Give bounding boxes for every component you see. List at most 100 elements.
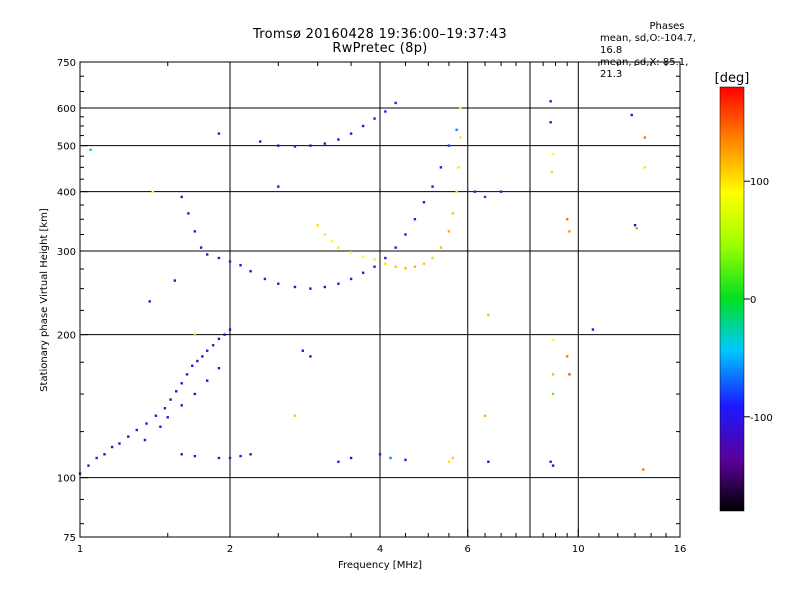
data-point: [191, 364, 194, 367]
data-point: [373, 117, 376, 120]
chart-subtitle: RwPretec (8p): [332, 41, 428, 56]
data-point: [316, 224, 319, 227]
data-point: [431, 256, 434, 260]
data-point: [154, 414, 158, 417]
y-tick-label: 200: [57, 331, 76, 342]
data-point: [499, 190, 503, 193]
data-point: [330, 239, 333, 243]
data-point: [447, 460, 451, 463]
data-point: [447, 144, 451, 147]
data-point: [217, 132, 221, 135]
data-point: [118, 442, 121, 445]
data-point: [103, 453, 106, 456]
data-point: [439, 166, 443, 169]
data-point: [565, 355, 569, 358]
data-point: [199, 246, 203, 249]
data-point: [169, 398, 172, 401]
data-point: [349, 277, 353, 281]
data-point: [404, 233, 407, 236]
data-point: [551, 338, 555, 342]
data-point: [337, 246, 340, 249]
phase-stats-title: Phases: [649, 21, 685, 32]
data-point: [180, 195, 183, 199]
data-point: [175, 390, 178, 393]
y-tick-label: 75: [63, 533, 76, 544]
data-point: [187, 212, 190, 215]
data-point: [451, 212, 455, 215]
y-tick-label: 500: [57, 142, 76, 153]
colorbar-tick-label: 0: [750, 295, 756, 306]
data-point: [643, 136, 647, 139]
data-point: [394, 101, 397, 105]
data-point: [205, 253, 209, 256]
data-point: [217, 337, 221, 341]
y-axis-label: Stationary phase Virtual Height [km]: [39, 208, 50, 392]
y-tick-label: 400: [57, 188, 76, 199]
data-point: [309, 287, 312, 290]
data-point: [439, 246, 443, 249]
data-point: [277, 185, 280, 188]
data-point: [201, 355, 204, 358]
data-point: [223, 333, 226, 336]
data-point: [451, 456, 455, 460]
data-point: [457, 166, 460, 169]
data-point: [293, 285, 297, 289]
data-point: [549, 460, 552, 463]
data-point: [263, 277, 267, 281]
x-tick-label: 10: [572, 544, 585, 555]
phase-stats-o-mode: mean, sd,O:-104.7, 16.8: [600, 33, 696, 56]
data-point: [309, 144, 312, 147]
x-axis-ticks: 1 2 4 6 10 16: [77, 62, 687, 555]
data-points: [78, 100, 647, 475]
data-point: [633, 224, 637, 227]
data-point: [483, 195, 487, 199]
data-point: [301, 349, 305, 352]
data-point: [568, 373, 571, 376]
data-point: [459, 136, 462, 139]
data-point: [217, 366, 221, 370]
data-point: [413, 218, 417, 221]
data-point: [551, 152, 555, 156]
data-point: [384, 110, 387, 113]
data-point: [591, 328, 595, 331]
colorbar-tick-label: -100: [750, 413, 773, 424]
data-point: [459, 106, 462, 110]
data-point: [166, 416, 169, 419]
data-point: [487, 460, 490, 463]
data-point: [277, 144, 280, 147]
x-tick-label: 16: [674, 544, 687, 555]
data-point: [394, 246, 397, 249]
data-point: [404, 458, 407, 462]
data-point: [373, 265, 376, 268]
data-point: [549, 100, 552, 103]
grid-lines: [80, 62, 680, 537]
colorbar: [deg] 100 0 -100: [715, 71, 773, 512]
data-point: [180, 382, 183, 385]
x-tick-label: 2: [227, 544, 233, 555]
data-point: [211, 344, 215, 347]
y-tick-label: 300: [57, 247, 76, 258]
data-point: [277, 282, 280, 285]
data-point: [148, 300, 151, 303]
data-point: [173, 279, 177, 282]
data-point: [568, 230, 571, 233]
data-point: [309, 355, 312, 358]
data-point: [384, 256, 387, 260]
data-point: [228, 328, 232, 331]
data-point: [422, 262, 426, 265]
data-point: [643, 166, 647, 169]
data-point: [551, 392, 555, 396]
data-point: [389, 456, 392, 460]
x-tick-label: 6: [465, 544, 471, 555]
data-point: [337, 282, 340, 285]
data-point: [196, 359, 199, 363]
data-point: [205, 379, 209, 382]
data-point: [361, 255, 365, 258]
data-point: [239, 264, 242, 267]
y-tick-label: 100: [57, 474, 76, 485]
y-axis-ticks: 75 100 200 300 400 500 600 750: [57, 58, 680, 544]
data-point: [483, 414, 487, 417]
data-point: [361, 271, 365, 274]
data-point: [549, 121, 552, 124]
